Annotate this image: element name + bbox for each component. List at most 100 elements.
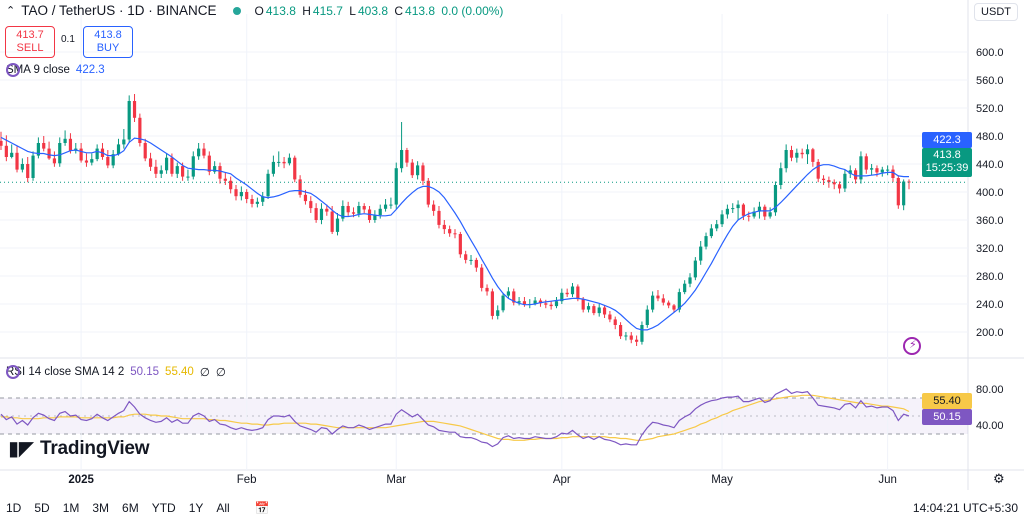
tf-5d[interactable]: 5D <box>34 501 50 515</box>
candle-body <box>720 214 724 225</box>
candle-body <box>789 150 794 158</box>
tf-1m[interactable]: 1M <box>62 501 80 515</box>
candle-body <box>784 150 788 169</box>
candle-body <box>26 164 30 178</box>
candle-body <box>10 152 14 157</box>
candle-body <box>394 168 398 205</box>
candle-body <box>816 161 820 179</box>
candle-body <box>517 301 521 303</box>
candle-body <box>795 152 799 158</box>
rsi-legend-z1: ∅ <box>199 367 210 379</box>
candle-body <box>154 166 158 174</box>
candle-body <box>709 228 713 237</box>
candle-body <box>309 201 313 209</box>
candle-body <box>47 148 51 159</box>
currency-selector[interactable]: USDT <box>974 3 1018 21</box>
candle-body <box>570 286 575 295</box>
rsi-sma-pill: 55.40 <box>922 393 972 409</box>
candle-body <box>736 204 740 209</box>
candle-body <box>677 292 681 310</box>
candle-body <box>672 305 676 310</box>
settings-icon[interactable]: ⚙ <box>993 471 1005 486</box>
candle-body <box>608 314 612 320</box>
candle-body <box>501 295 505 311</box>
candle-body <box>544 303 548 305</box>
candle-body <box>533 300 537 304</box>
candle-body <box>282 161 286 164</box>
symbol-header: ⌃ TAO / TetherUS · 1D · BINANCE O 413.8 H… <box>6 3 506 18</box>
candle-body <box>132 101 137 118</box>
tf-all[interactable]: All <box>216 501 230 515</box>
market-open-icon <box>232 6 241 15</box>
candle-body <box>330 211 334 232</box>
candle-body <box>250 199 254 204</box>
candle-body <box>656 295 660 299</box>
last-price-pill: 413.8 15:25:39 <box>922 148 972 177</box>
time-tick-label: Jun <box>878 474 897 486</box>
date-range-icon[interactable]: 📅 <box>254 501 270 515</box>
tf-1y[interactable]: 1Y <box>188 501 204 515</box>
sma-legend[interactable]: SMA 9 close 422.3 <box>6 63 105 77</box>
candle-body <box>667 302 671 306</box>
candle-body <box>346 206 350 213</box>
candle-body <box>383 204 388 209</box>
candle-body <box>560 292 564 302</box>
tf-6m[interactable]: 6M <box>122 501 139 515</box>
candle-body <box>683 283 687 293</box>
candle-body <box>581 299 585 310</box>
tradingview-logo: ▮◤ TradingView <box>8 436 150 461</box>
sell-price: 413.7 <box>16 29 44 41</box>
candle-body <box>378 208 382 216</box>
tf-1d[interactable]: 1D <box>6 501 22 515</box>
candle-body <box>506 291 511 296</box>
price-tick-label: 320.0 <box>976 243 1004 255</box>
clock[interactable]: 14:04:21 UTC+5:30 <box>912 501 1018 515</box>
price-tick-label: 360.0 <box>976 215 1004 227</box>
candle-body <box>688 277 692 284</box>
candle-body <box>752 211 756 217</box>
alert-icon[interactable]: ⚡ <box>903 337 921 355</box>
candle-body <box>357 206 361 214</box>
buy-button[interactable]: 413.8 BUY <box>83 26 133 58</box>
tf-3m[interactable]: 3M <box>92 501 110 515</box>
candle-body <box>389 204 393 206</box>
candle-body <box>68 138 73 151</box>
candle-body <box>645 309 649 325</box>
time-tick-label: Mar <box>386 474 406 486</box>
time-tick-label: 2025 <box>68 474 94 486</box>
candle-body <box>95 148 99 160</box>
candle-body <box>458 234 462 255</box>
price-tick-label: 440.0 <box>976 159 1004 171</box>
price-tick-label: 200.0 <box>976 327 1004 339</box>
candle-body <box>437 210 441 225</box>
candle-body <box>896 178 900 206</box>
candle-body <box>880 169 884 173</box>
tf-ytd[interactable]: YTD <box>151 501 176 515</box>
candle-body <box>218 166 222 179</box>
candle-body <box>181 166 185 177</box>
candle-body <box>116 144 121 155</box>
candle-body <box>629 335 633 340</box>
candle-body <box>651 295 655 310</box>
candle-body <box>453 233 457 235</box>
candle-body <box>191 156 195 177</box>
candle-body <box>223 178 227 181</box>
sell-button[interactable]: 413.7 SELL <box>5 26 55 58</box>
collapse-icon[interactable]: ⌃ <box>6 5 16 17</box>
candle-body <box>36 143 40 156</box>
candle-body <box>592 306 596 314</box>
buy-price: 413.8 <box>94 29 122 41</box>
candle-body <box>15 152 19 170</box>
candle-body <box>832 182 836 185</box>
candle-body <box>490 291 494 316</box>
candle-body <box>186 176 190 178</box>
candle-body <box>271 161 275 174</box>
candle-body <box>902 181 906 206</box>
candle-body <box>469 259 473 261</box>
rsi-loading-icon <box>6 365 20 379</box>
rsi-legend[interactable]: RSI 14 close SMA 14 2 50.15 55.40 ∅ ∅ <box>6 365 226 379</box>
candle-body <box>843 173 847 189</box>
symbol-title[interactable]: TAO / TetherUS · 1D · BINANCE <box>21 3 217 18</box>
candle-body <box>239 192 243 197</box>
